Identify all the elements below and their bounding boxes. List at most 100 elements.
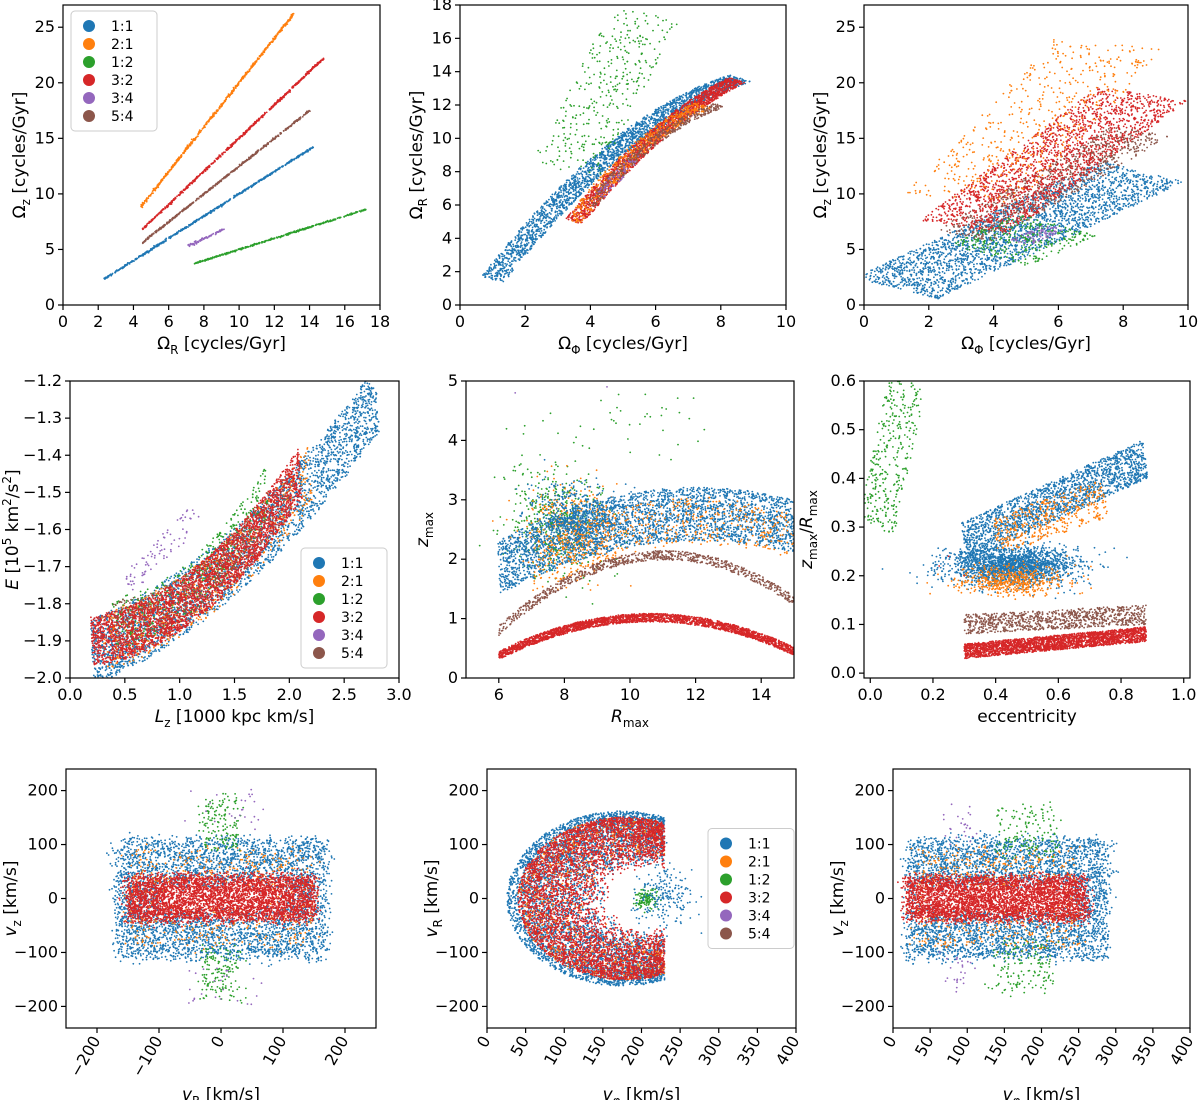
point-5-4 xyxy=(195,200,197,202)
point-1-1 xyxy=(573,190,575,192)
point-1-1 xyxy=(622,131,624,133)
point-1-2 xyxy=(241,248,243,250)
point-1-2 xyxy=(280,237,282,239)
point-1-1 xyxy=(662,105,664,107)
point-1-2 xyxy=(362,209,364,211)
point-1-1 xyxy=(544,222,546,224)
point-2-1 xyxy=(225,99,227,101)
point-1-2 xyxy=(199,260,201,262)
point-5-4 xyxy=(212,187,214,189)
point-1-1 xyxy=(669,104,671,106)
point-1-1 xyxy=(573,189,575,191)
point-1-1 xyxy=(621,144,623,146)
point-1-1 xyxy=(595,159,597,161)
point-1-1 xyxy=(613,151,615,153)
point-1-1 xyxy=(623,134,625,136)
point-3-2 xyxy=(243,134,245,136)
point-2-1 xyxy=(245,74,247,76)
point-1-1 xyxy=(663,114,665,116)
point-1-1 xyxy=(498,271,500,273)
legend-label: 5:4 xyxy=(111,109,134,125)
point-5-4 xyxy=(250,156,252,158)
point-1-1 xyxy=(648,116,650,118)
point-1-1 xyxy=(601,169,603,171)
point-1-2 xyxy=(261,242,263,244)
point-1-1 xyxy=(593,176,595,178)
point-1-1 xyxy=(733,76,735,78)
point-2-1 xyxy=(151,192,153,194)
point-3-2 xyxy=(208,165,210,167)
point-1-1 xyxy=(604,167,606,169)
point-5-4 xyxy=(309,110,311,112)
point-1-1 xyxy=(524,250,526,252)
point-3-4 xyxy=(204,237,206,239)
point-5-4 xyxy=(305,112,307,114)
point-1-1 xyxy=(586,163,588,165)
point-1-2 xyxy=(338,217,340,219)
point-1-1 xyxy=(165,240,167,242)
point-3-4 xyxy=(193,244,195,246)
point-1-1 xyxy=(628,135,630,137)
point-1-1 xyxy=(495,261,497,263)
point-3-2 xyxy=(266,112,268,114)
point-1-1 xyxy=(511,251,513,253)
point-2-1 xyxy=(284,23,286,25)
point-1-1 xyxy=(512,244,514,246)
point-3-2 xyxy=(156,215,158,217)
point-1-1 xyxy=(529,221,531,223)
point-1-1 xyxy=(540,222,542,224)
point-3-4 xyxy=(223,228,225,230)
point-3-2 xyxy=(169,203,171,205)
point-2-1 xyxy=(289,17,291,19)
point-1-2 xyxy=(256,244,258,246)
point-1-1 xyxy=(534,224,536,226)
point-3-2 xyxy=(153,217,155,219)
point-1-1 xyxy=(570,192,572,194)
legend-label: 1:1 xyxy=(111,19,134,35)
point-5-4 xyxy=(206,191,208,193)
point-1-1 xyxy=(528,226,530,228)
point-3-2 xyxy=(293,85,295,87)
point-1-1 xyxy=(489,266,491,268)
point-1-1 xyxy=(537,214,539,216)
point-1-1 xyxy=(596,177,598,179)
point-1-1 xyxy=(554,216,556,218)
point-1-1 xyxy=(234,195,236,197)
point-1-1 xyxy=(551,208,553,210)
point-1-1 xyxy=(526,237,528,239)
point-1-1 xyxy=(657,109,659,111)
point-1-1 xyxy=(587,161,589,163)
point-1-1 xyxy=(154,246,156,248)
point-1-1 xyxy=(535,239,537,241)
point-1-1 xyxy=(608,151,610,153)
point-1-1 xyxy=(620,154,622,156)
point-1-1 xyxy=(203,216,205,218)
y-tick-label: 0 xyxy=(45,295,55,314)
point-3-2 xyxy=(305,73,307,75)
point-1-1 xyxy=(518,250,520,252)
point-1-1 xyxy=(186,226,188,228)
point-1-1 xyxy=(583,167,585,169)
point-1-1 xyxy=(606,161,608,163)
point-1-1 xyxy=(582,178,584,180)
point-1-1 xyxy=(513,258,515,260)
point-1-1 xyxy=(111,274,113,276)
point-1-1 xyxy=(605,155,607,157)
point-1-1 xyxy=(497,275,499,277)
point-1-1 xyxy=(566,180,568,182)
point-1-1 xyxy=(539,218,541,220)
point-2-1 xyxy=(149,195,151,197)
point-1-1 xyxy=(505,250,507,252)
point-1-1 xyxy=(625,150,627,152)
point-1-1 xyxy=(197,219,199,221)
point-1-1 xyxy=(210,211,212,213)
point-2-1 xyxy=(190,141,192,143)
point-1-1 xyxy=(568,193,570,195)
point-1-1 xyxy=(499,278,501,280)
point-1-1 xyxy=(585,186,587,188)
point-1-1 xyxy=(510,246,512,248)
point-1-2 xyxy=(312,226,314,228)
point-1-1 xyxy=(504,263,506,265)
point-1-1 xyxy=(183,228,185,230)
point-1-1 xyxy=(531,234,533,236)
